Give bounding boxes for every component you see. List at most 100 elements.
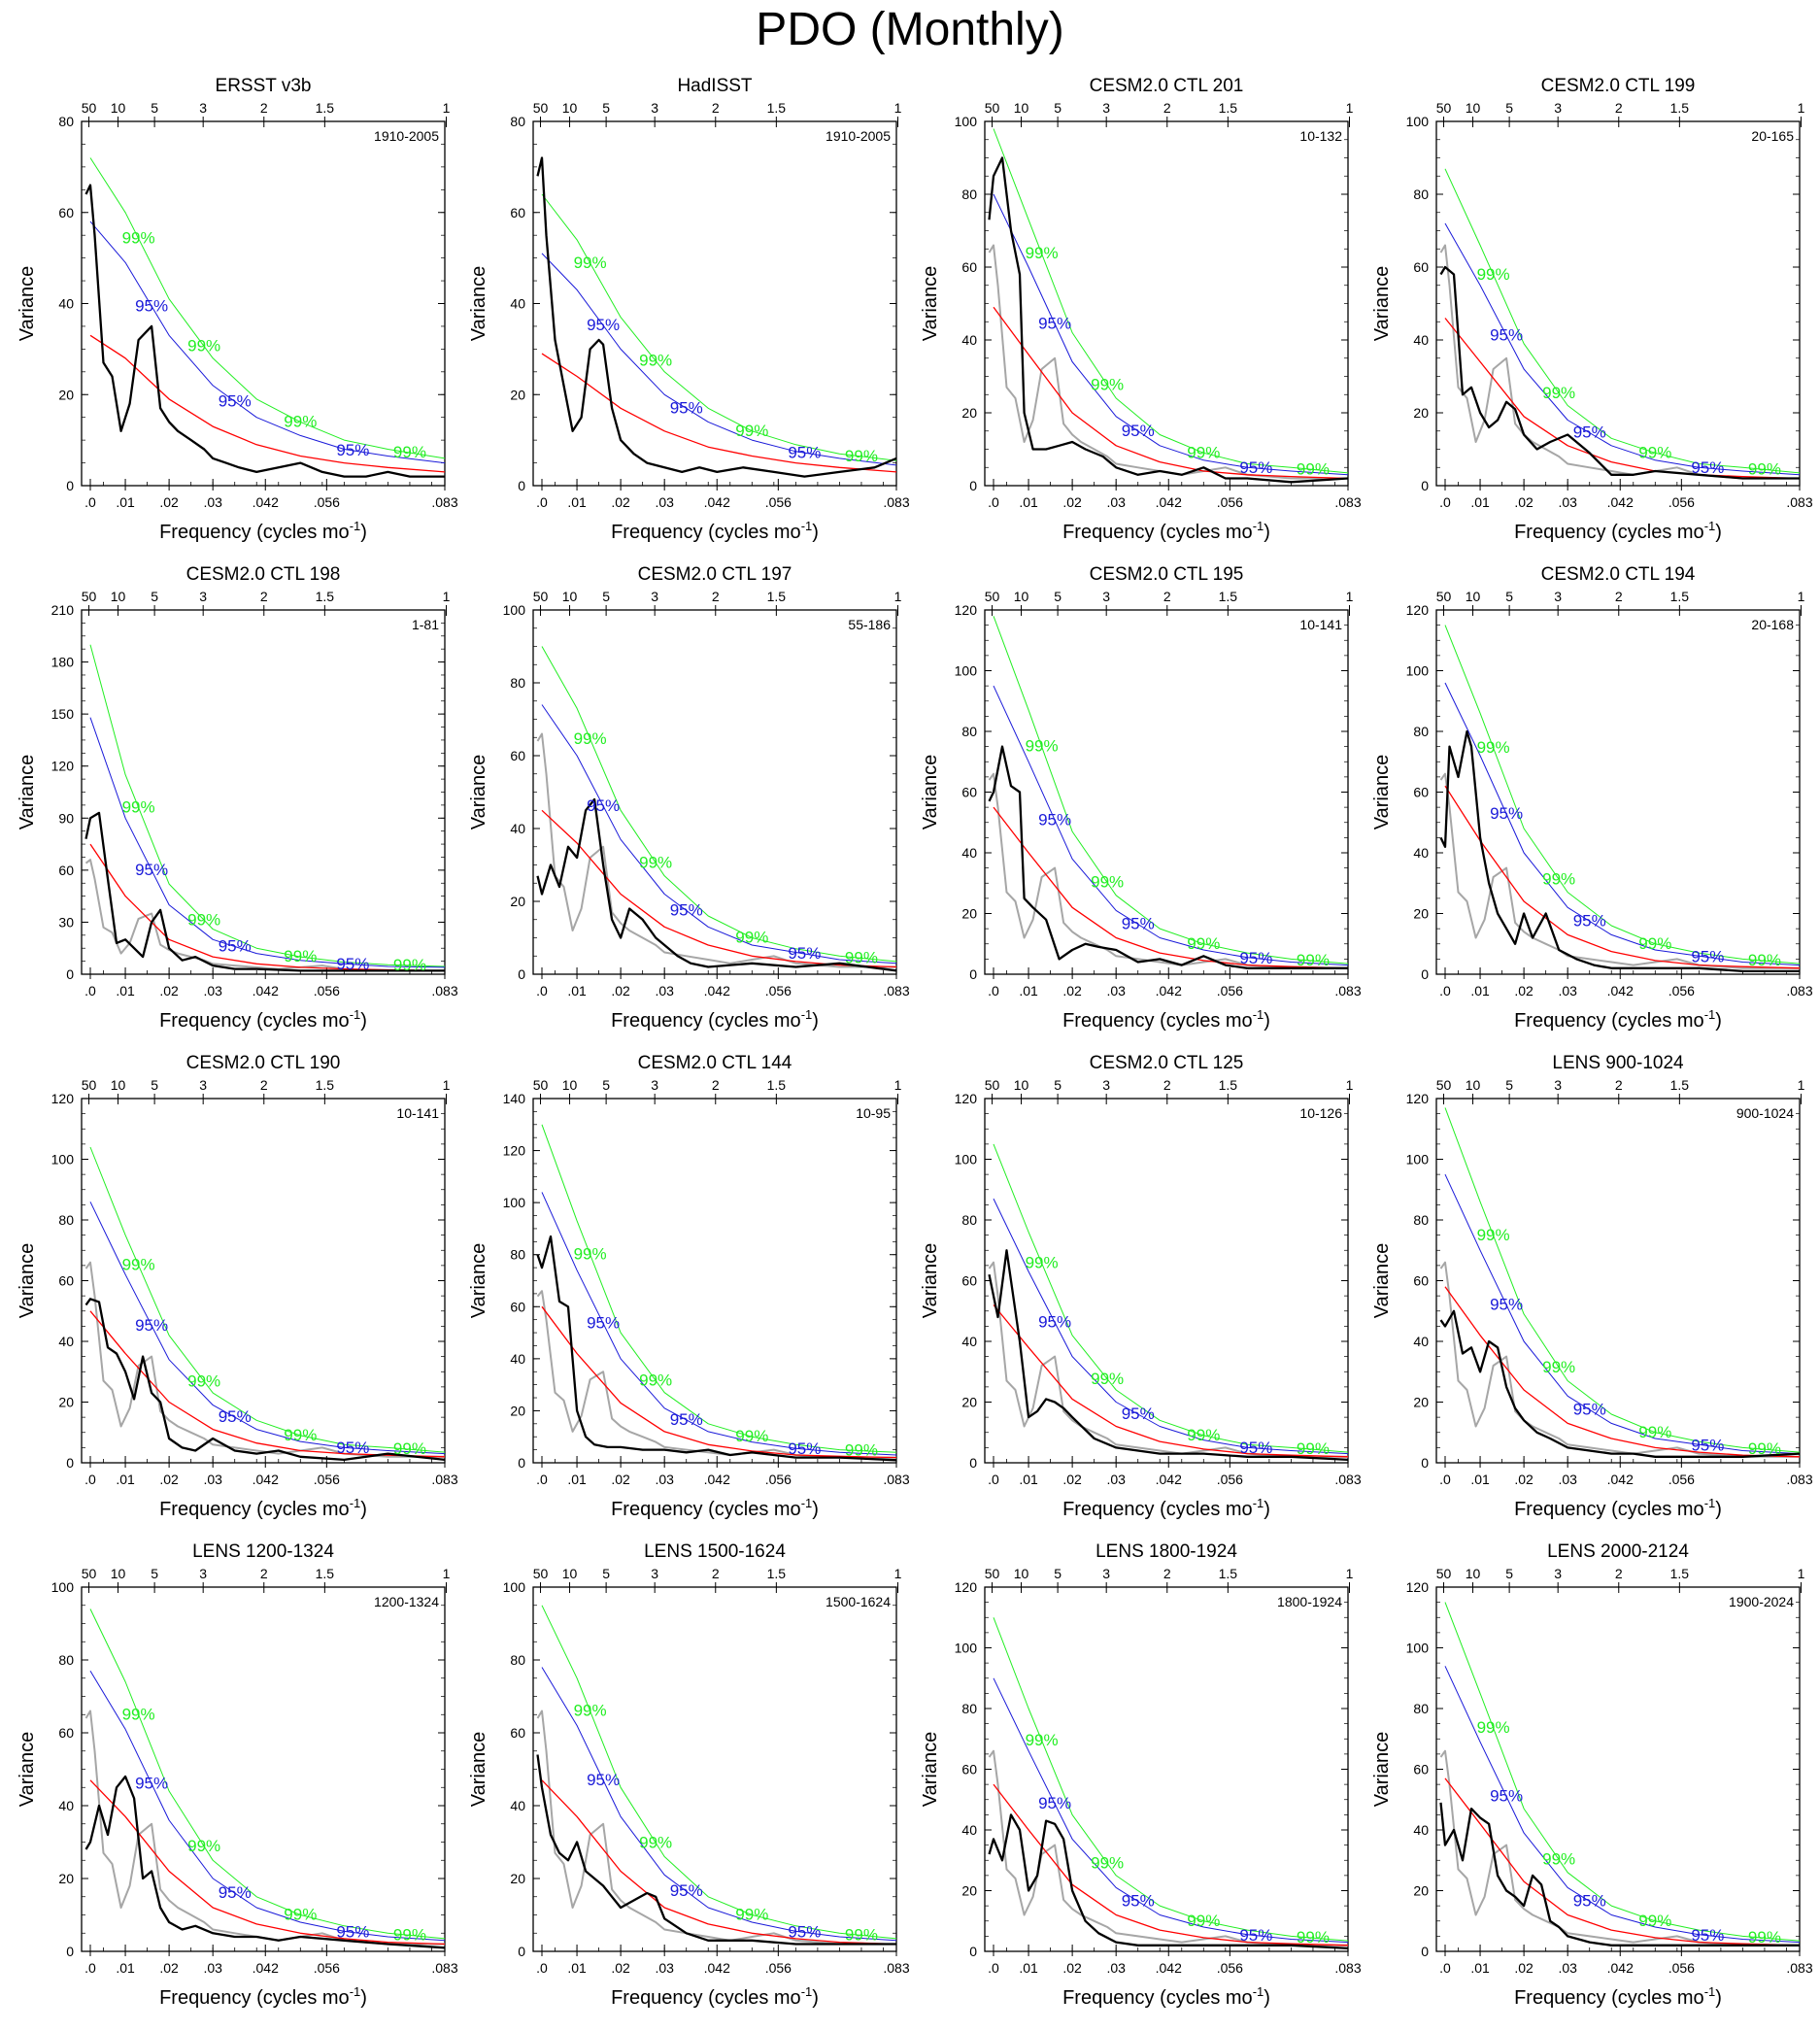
top-tick-label: 3 [1554, 589, 1562, 604]
y-axis-label: Variance [1371, 1243, 1393, 1318]
x-tick-label: .042 [1156, 983, 1182, 999]
y-tick-label: 120 [1406, 1091, 1430, 1106]
x-tick-label: .042 [1156, 1960, 1182, 1976]
plot-frame [532, 1586, 897, 1952]
conf99-label: 99% [284, 947, 317, 965]
conf99-label: 99% [845, 948, 878, 966]
spectrum-plot: LENS 1200-1324 1200-1324 .0 .01 .02 .03 .042 .0… [17, 1541, 458, 2009]
y-tick-label: 60 [510, 1725, 525, 1741]
conf99-label: 99% [1542, 384, 1575, 402]
conf99-label: 99% [187, 1837, 220, 1855]
y-axis-label: Variance [17, 755, 38, 829]
top-tick-label: 2 [260, 1566, 268, 1581]
period-label: 1200-1324 [374, 1594, 439, 1609]
conf99-curve [993, 1143, 1348, 1453]
top-tick-label: 1.5 [1670, 1077, 1690, 1093]
conf99-label: 99% [574, 1702, 607, 1720]
y-axis-label: Variance [17, 1243, 38, 1318]
top-tick-label: 2 [1163, 100, 1171, 116]
y-tick-label: 60 [1413, 785, 1429, 800]
x-tick-label: .0 [1439, 494, 1451, 510]
conf99-label: 99% [1187, 443, 1220, 461]
panel-title: CESM2.0 CTL 190 [186, 1053, 341, 1073]
top-tick-label: 1 [1346, 1077, 1354, 1093]
top-tick-label: 3 [199, 589, 207, 604]
x-tick-label: .042 [1156, 1472, 1182, 1487]
y-tick-label: 120 [955, 1091, 978, 1106]
y-axis-label: Variance [920, 1243, 941, 1318]
panel-title: LENS 2000-2124 [1547, 1541, 1689, 1562]
x-tick-label: .042 [253, 1960, 279, 1976]
red-noise-curve [541, 809, 896, 968]
spectrum-plot: CESM2.0 CTL 198 1-81 .0 .01 .02 .03 .042 .056 .0… [17, 564, 458, 1032]
period-label: 10-95 [856, 1105, 891, 1121]
y-axis-label: Variance [468, 755, 489, 829]
spectrum-panel: LENS 1500-1624 1500-1624 .0 .01 .02 .03 .042 .0… [452, 1534, 910, 2022]
x-tick-label: .01 [1019, 983, 1038, 999]
conf95-label: 95% [788, 1439, 821, 1458]
x-tick-label: .02 [1514, 494, 1534, 510]
x-tick-label: .056 [765, 983, 792, 999]
y-axis-label: Variance [17, 1732, 38, 1807]
panel-title: CESM2.0 CTL 201 [1090, 76, 1244, 96]
x-axis-label: Frequency (cycles mo-1) [1514, 1984, 1722, 2009]
top-tick-label: 1.5 [767, 589, 787, 604]
plot-area: 99% 99% 99% 99% 95% 95% 95% [1439, 168, 1800, 480]
y-tick-label: 120 [51, 759, 75, 774]
top-tick-label: 5 [1054, 1077, 1062, 1093]
reference-spectrum-line [1439, 1749, 1800, 1946]
spectrum-plot: CESM2.0 CTL 201 10-132 .0 .01 .02 .03 .042 .056… [920, 76, 1362, 543]
top-tick-label: 5 [1054, 100, 1062, 116]
y-tick-label: 20 [510, 1403, 525, 1418]
top-tick-label: 1 [443, 1077, 451, 1093]
red-noise-curve [541, 1305, 896, 1459]
top-tick-label: 50 [82, 1566, 97, 1581]
y-tick-label: 60 [961, 785, 977, 800]
top-tick-label: 10 [111, 100, 126, 116]
top-tick-label: 5 [151, 589, 158, 604]
y-tick-label: 90 [58, 810, 74, 826]
top-tick-label: 3 [1102, 589, 1110, 604]
x-tick-label: .083 [1786, 1472, 1812, 1487]
panel-title: CESM2.0 CTL 195 [1090, 564, 1244, 585]
top-tick-label: 50 [1436, 100, 1452, 116]
top-tick-label: 3 [199, 1566, 207, 1581]
conf99-label: 99% [1187, 1426, 1220, 1444]
conf99-label: 99% [1638, 1423, 1671, 1441]
y-tick-label: 0 [518, 1944, 525, 1959]
red-noise-curve [541, 1779, 896, 1946]
x-tick-label: .02 [159, 1960, 179, 1976]
reference-spectrum-line [1439, 1261, 1800, 1458]
top-tick-label: 3 [651, 589, 658, 604]
top-tick-label: 1 [894, 589, 902, 604]
conf95-label: 95% [670, 1881, 703, 1900]
conf99-label: 99% [639, 352, 672, 370]
spectrum-panel: LENS 1800-1924 1800-1924 .0 .01 .02 .03 .042 .0… [903, 1534, 1362, 2022]
x-tick-label: .0 [536, 983, 548, 999]
conf99-label: 99% [1477, 738, 1510, 757]
x-tick-label: .042 [1607, 1960, 1634, 1976]
x-tick-label: .042 [704, 1472, 730, 1487]
x-axis-label: Frequency (cycles mo-1) [1062, 1007, 1270, 1032]
y-tick-label: 140 [503, 1091, 526, 1106]
y-tick-label: 20 [58, 387, 74, 402]
y-tick-label: 100 [1406, 1152, 1430, 1168]
y-axis-label: Variance [920, 266, 941, 341]
conf99-label: 99% [1297, 1928, 1330, 1946]
y-tick-label: 30 [58, 914, 74, 930]
conf95-label: 95% [1490, 326, 1523, 345]
top-tick-label: 1 [1346, 1566, 1354, 1581]
x-axis-label: Frequency (cycles mo-1) [159, 1984, 367, 2009]
y-tick-label: 100 [51, 1579, 75, 1595]
x-tick-label: .083 [1334, 983, 1361, 999]
conf95-label: 95% [1038, 810, 1071, 829]
conf95-label: 95% [135, 861, 168, 879]
x-axis-label: Frequency (cycles mo-1) [159, 1007, 367, 1032]
x-tick-label: .02 [1062, 494, 1082, 510]
plot-area: 99% 99% 99% 99% 95% 95% 95% [536, 1605, 896, 1946]
conf99-curve [1444, 1107, 1800, 1453]
top-tick-label: 10 [1466, 1077, 1481, 1093]
spectrum-line [988, 156, 1348, 484]
red-noise-curve [1444, 1286, 1800, 1458]
y-tick-label: 60 [58, 1725, 74, 1741]
